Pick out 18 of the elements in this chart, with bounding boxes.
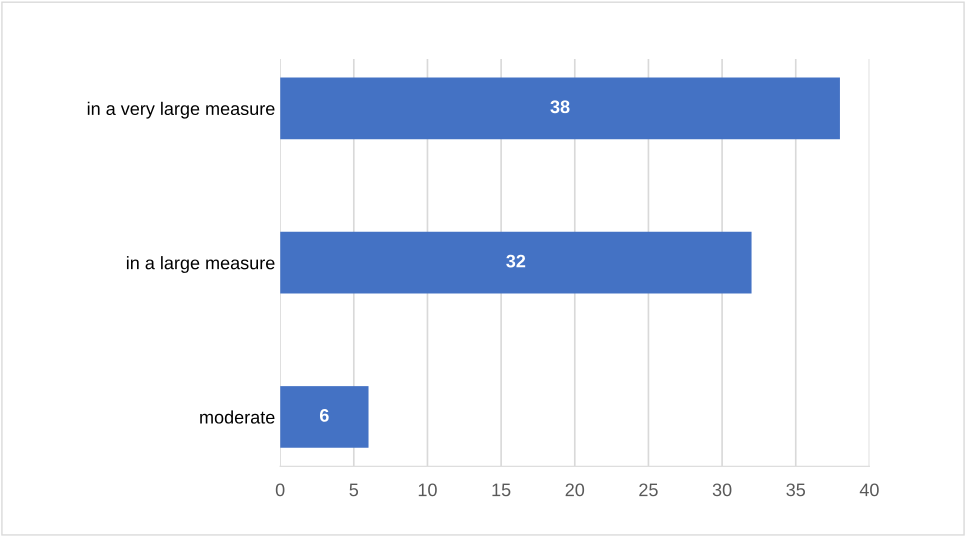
x-tick-label: 20 [566, 483, 584, 496]
x-tick-label: 5 [350, 484, 358, 496]
y-tick-label: moderate [200, 410, 274, 424]
data-label: 38 [550, 100, 570, 114]
x-tick-label: 40 [860, 483, 879, 496]
data-label: 6 [320, 409, 329, 422]
x-tick-label: 25 [639, 483, 658, 496]
x-tick-label: 30 [712, 483, 732, 496]
bar [280, 232, 752, 294]
bar [280, 77, 840, 140]
x-tick-label: 15 [492, 484, 510, 496]
data-label: 32 [506, 254, 526, 268]
x-tick-label: 0 [276, 483, 284, 496]
y-tick-label: in a very large measure [88, 102, 274, 119]
x-tick-label: 10 [418, 483, 437, 496]
bar [280, 386, 369, 448]
x-tick-label: 35 [786, 483, 806, 496]
y-tick-label: in a large measure [126, 256, 274, 273]
